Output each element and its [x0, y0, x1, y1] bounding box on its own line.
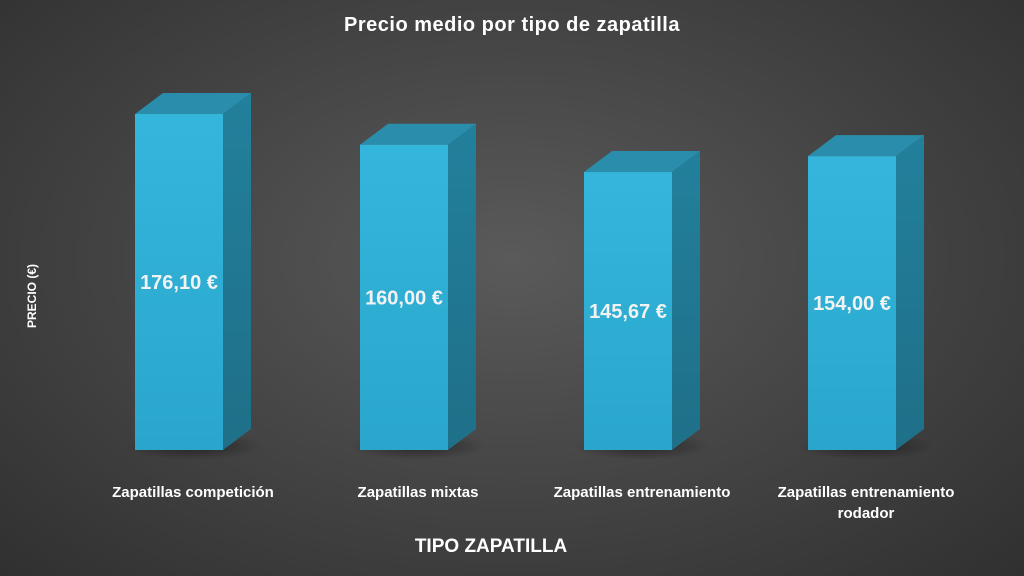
x-tick-label: Zapatillas competición: [112, 484, 274, 501]
bar-front-face: [360, 144, 448, 450]
bar-top-face: [360, 123, 476, 145]
x-tick-label: Zapatillas entrenamiento rodador: [777, 484, 955, 522]
data-label: 176,10 €: [140, 272, 218, 294]
data-label: 145,67 €: [589, 301, 667, 323]
bar-3: 145,67 €: [574, 151, 710, 460]
bar-top-face: [584, 151, 700, 173]
chart-title: Precio medio por tipo de zapatilla: [344, 14, 680, 36]
data-label: 154,00 €: [813, 293, 891, 315]
bar-side-face: [448, 123, 476, 451]
bar-top-face: [135, 93, 251, 114]
bar-4: 154,00 €: [798, 135, 934, 460]
bar-top-face: [808, 135, 924, 157]
bar-1: 176,10 €: [125, 93, 261, 460]
bar-side-face: [672, 151, 700, 450]
x-tick-label: Zapatillas mixtas: [357, 484, 479, 501]
bar-front-face: [584, 172, 672, 450]
bar-2: 160,00 €: [350, 123, 486, 460]
data-label: 160,00 €: [365, 287, 443, 309]
x-axis-title: TIPO ZAPATILLA: [414, 536, 568, 557]
bar-front-face: [135, 114, 223, 450]
y-axis-title: PRECIO (€): [25, 263, 39, 329]
bar-front-face: [808, 156, 896, 451]
x-tick-label: Zapatillas entrenamiento: [553, 484, 731, 501]
bar-side-face: [223, 93, 251, 450]
bar-side-face: [896, 135, 924, 451]
